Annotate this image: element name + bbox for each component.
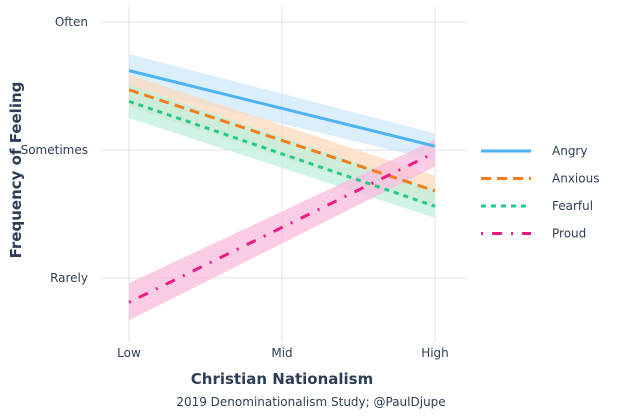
- legend-label: Proud: [552, 227, 586, 241]
- x-tick-label: Low: [117, 346, 141, 360]
- band-proud: [129, 139, 435, 321]
- line-angry: [128, 69, 436, 148]
- y-tick-label: Rarely: [50, 271, 88, 285]
- legend-label: Fearful: [552, 199, 593, 213]
- legend: Angry Anxious Fearful Proud: [481, 144, 599, 241]
- x-tick-label: High: [421, 346, 449, 360]
- legend-label: Angry: [552, 144, 587, 158]
- legend-item-angry: Angry: [481, 144, 587, 158]
- line-anxious: [128, 88, 436, 193]
- series-lines: [128, 69, 436, 304]
- x-tick-label: Mid: [271, 346, 292, 360]
- line-fearful: [128, 99, 436, 208]
- y-tick-labels: Rarely Sometimes Often: [21, 15, 88, 285]
- x-axis-title: Christian Nationalism: [191, 370, 373, 388]
- legend-label: Anxious: [552, 172, 599, 186]
- caption: 2019 Denominationalism Study; @PaulDjupe: [176, 395, 445, 409]
- y-tick-label: Sometimes: [21, 143, 88, 157]
- x-tick-labels: Low Mid High: [117, 346, 449, 360]
- legend-item-proud: Proud: [481, 227, 586, 241]
- line-proud: [128, 151, 436, 304]
- y-axis-title: Frequency of Feeling: [7, 82, 25, 259]
- legend-item-fearful: Fearful: [481, 199, 593, 213]
- y-tick-label: Often: [55, 15, 88, 29]
- legend-item-anxious: Anxious: [481, 172, 599, 186]
